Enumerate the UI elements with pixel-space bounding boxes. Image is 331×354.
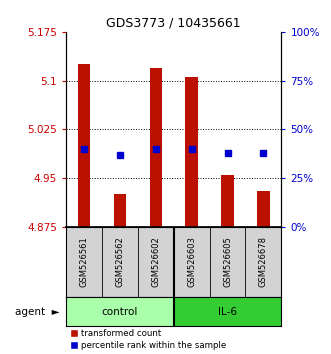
Bar [78, 64, 90, 227]
Text: IL-6: IL-6 [218, 307, 237, 316]
Text: control: control [102, 307, 138, 316]
Bar [185, 77, 198, 227]
Title: GDS3773 / 10435661: GDS3773 / 10435661 [107, 16, 241, 29]
Bar [114, 194, 126, 227]
Text: GSM526561: GSM526561 [80, 236, 89, 287]
Text: agent  ►: agent ► [15, 307, 60, 316]
Bar [221, 175, 234, 227]
FancyBboxPatch shape [66, 297, 174, 326]
Text: GSM526678: GSM526678 [259, 236, 268, 287]
Legend: transformed count, percentile rank within the sample: transformed count, percentile rank withi… [71, 329, 226, 350]
FancyBboxPatch shape [174, 297, 281, 326]
Text: GSM526602: GSM526602 [151, 236, 160, 287]
Text: GSM526603: GSM526603 [187, 236, 196, 287]
Bar [257, 191, 270, 227]
Text: GSM526605: GSM526605 [223, 236, 232, 287]
Text: GSM526562: GSM526562 [116, 236, 124, 287]
Bar [150, 68, 162, 227]
